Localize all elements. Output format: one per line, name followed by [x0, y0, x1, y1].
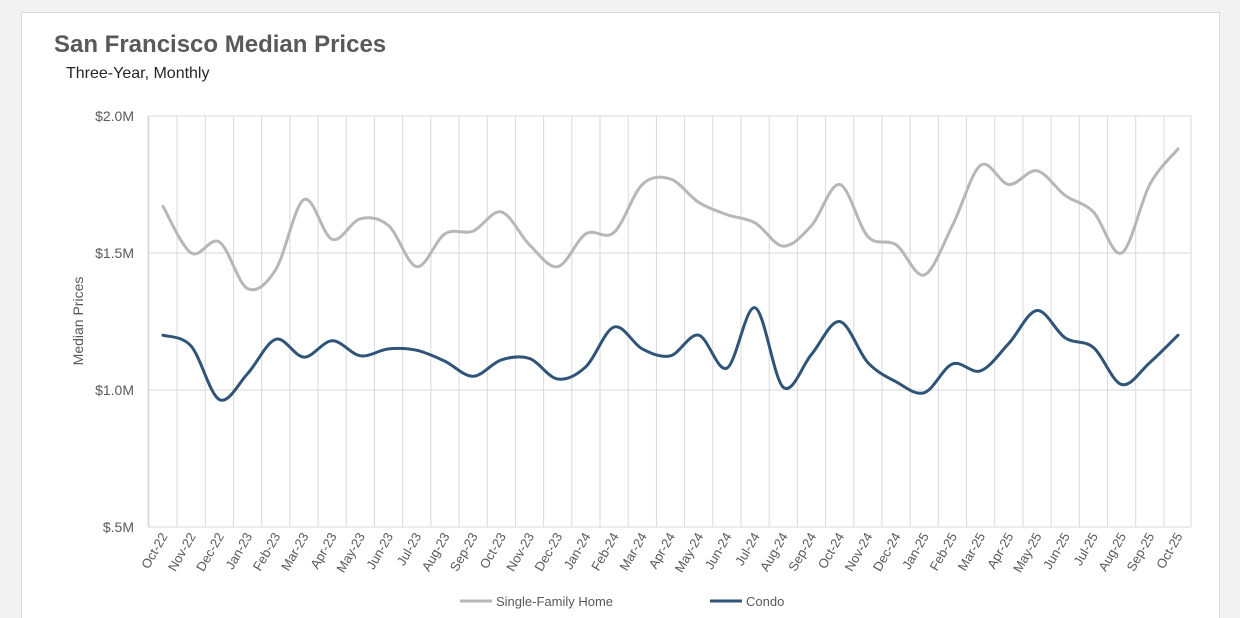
x-tick-label: Sep-25: [1123, 530, 1157, 574]
y-tick-label: $1.5M: [95, 245, 134, 261]
legend-condo-label: Condo: [746, 594, 784, 609]
single-family-home-line: [161, 147, 1180, 292]
chart-subtitle: Three-Year, Monthly: [66, 65, 210, 82]
x-tick-label: Dec-22: [193, 530, 227, 574]
x-tick-label: Oct-25: [1153, 530, 1185, 571]
condo-line: [161, 306, 1180, 402]
y-tick-label: $.5M: [103, 519, 134, 535]
x-tick-label: Dec-24: [870, 530, 904, 574]
chart-title: San Francisco Median Prices: [54, 31, 387, 58]
y-tick-label: $2.0M: [95, 108, 134, 124]
x-tick-label: Dec-23: [531, 530, 565, 574]
x-tick-label: Sep-23: [447, 530, 481, 574]
x-tick-label: May-23: [333, 530, 368, 575]
x-tick-label: Mar-24: [616, 530, 650, 573]
legend-single-family-home-label: Single-Family Home: [496, 594, 613, 609]
y-tick-label: $1.0M: [95, 382, 134, 398]
x-tick-label: Jun-23: [363, 530, 396, 572]
x-tick-label: Mar-23: [278, 530, 312, 573]
x-tick-label: Jun-24: [702, 530, 735, 572]
x-tick-label: May-24: [672, 530, 707, 575]
x-tick-label: Mar-25: [955, 530, 989, 573]
y-axis-label: Median Prices: [70, 277, 86, 366]
chart-card: [21, 12, 1220, 618]
x-tick-label: Sep-24: [785, 530, 819, 574]
x-tick-label: Jun-25: [1040, 530, 1073, 572]
